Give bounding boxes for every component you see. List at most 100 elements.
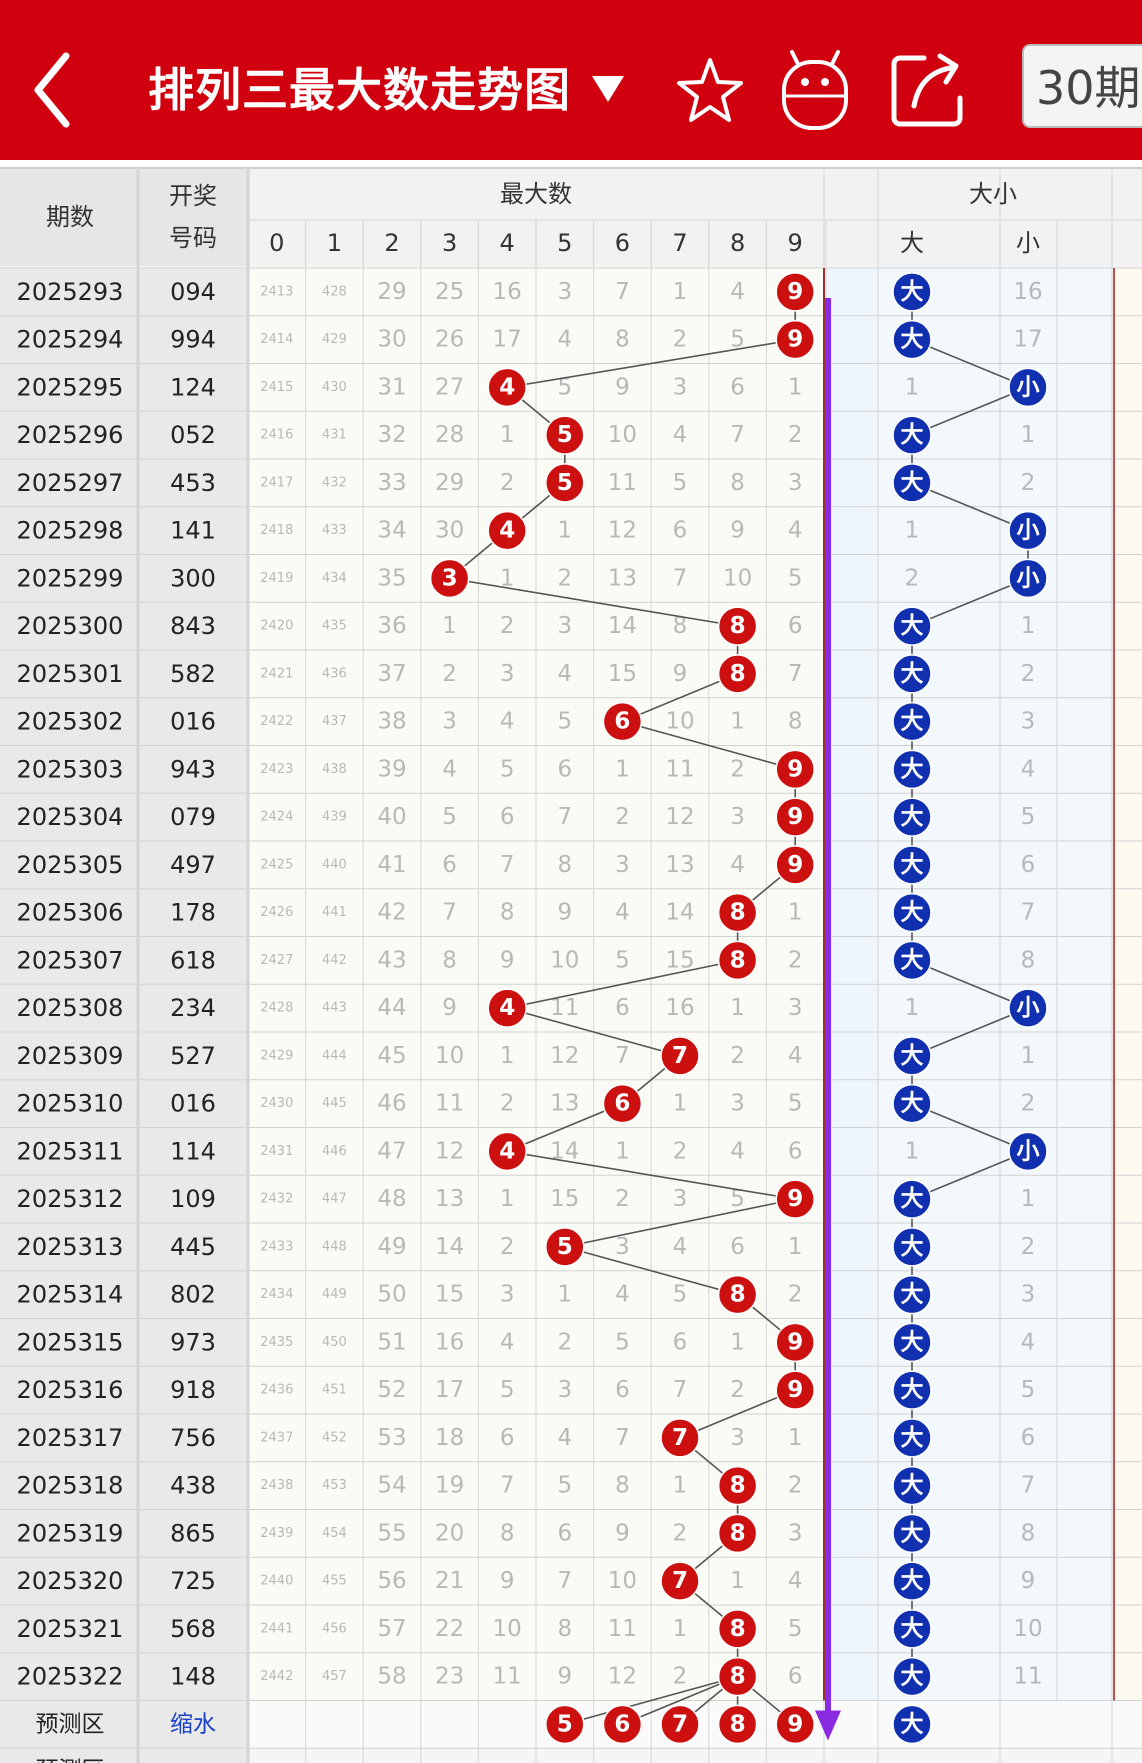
size-big-ball[interactable] [892,272,932,312]
miss-count: 7 [500,1473,515,1499]
max-digit-ball[interactable] [545,1227,585,1267]
size-small-ball[interactable] [1008,988,1048,1028]
miss-count: 2441 [260,1621,293,1636]
max-digit-ball[interactable] [717,654,758,694]
predict-size-ball[interactable] [892,1704,932,1745]
max-digit-ball[interactable] [545,463,585,503]
miss-count: 2437 [260,1430,293,1445]
max-digit-ball[interactable] [717,940,758,981]
size-big-ball[interactable] [892,1083,932,1124]
size-big-ball[interactable] [892,1036,932,1076]
max-digit-ball[interactable] [717,892,758,933]
size-big-ball[interactable] [892,1322,932,1363]
miss-count: 3 [557,279,572,305]
size-big-ball[interactable] [892,1370,932,1410]
period-selector-button[interactable]: 30期 [1022,44,1142,128]
size-big-label: 大 [901,1091,924,1117]
max-digit-ball[interactable] [717,1513,758,1554]
star-outline-icon[interactable] [675,56,745,126]
miss-count: 1 [500,1186,515,1212]
max-digit-ball[interactable] [717,606,758,646]
miss-count: 12 [435,1138,464,1164]
size-big-ball[interactable] [892,940,932,981]
miss-count: 12 [608,1664,637,1690]
size-small-ball[interactable] [1008,1131,1048,1172]
max-digit-ball[interactable] [775,1322,815,1363]
predict-digit-ball[interactable] [775,1704,815,1745]
max-digit-label: 9 [787,852,803,878]
max-digit-ball[interactable] [429,558,470,599]
size-big-ball[interactable] [892,1418,932,1458]
max-digit-ball[interactable] [775,749,815,790]
miss-count: 19 [435,1473,464,1499]
size-big-ball[interactable] [892,1465,932,1506]
miss-count: 2 [673,1664,688,1690]
max-digit-label: 8 [730,947,746,973]
miss-count: 449 [322,1287,347,1302]
max-digit-ball[interactable] [487,1131,527,1172]
miss-count: 6 [557,1520,572,1546]
max-digit-ball[interactable] [487,988,527,1028]
max-digit-ball[interactable] [660,1418,700,1458]
size-big-ball[interactable] [892,1609,932,1649]
size-big-ball[interactable] [892,797,932,837]
size-small-ball[interactable] [1008,558,1048,599]
max-digit-ball[interactable] [775,1370,815,1410]
size-big-ball[interactable] [892,1179,932,1219]
max-digit-ball[interactable] [602,1083,643,1124]
miss-count: 7 [673,1377,688,1403]
size-big-ball[interactable] [892,606,932,646]
miss-count: 11 [665,756,694,782]
max-digit-ball[interactable] [717,1465,758,1506]
page-title[interactable]: 排列三最大数走势图 [148,63,571,117]
size-small-ball[interactable] [1008,510,1048,551]
max-digit-ball[interactable] [487,367,527,408]
size-big-ball[interactable] [892,845,932,885]
miss-count: 29 [377,279,406,305]
size-big-ball[interactable] [892,701,932,742]
miss-count: 2429 [260,1048,293,1063]
max-digit-ball[interactable] [775,797,815,837]
predict-digit-ball[interactable] [602,1704,643,1745]
size-big-ball[interactable] [892,463,932,503]
size-small-ball[interactable] [1008,367,1048,408]
size-big-ball[interactable] [892,319,932,360]
max-digit-ball[interactable] [660,1036,700,1076]
size-big-ball[interactable] [892,1274,932,1315]
max-digit-ball[interactable] [717,1609,758,1649]
miss-count: 51 [377,1329,406,1355]
max-digit-ball[interactable] [775,1179,815,1219]
size-big-ball[interactable] [892,1561,932,1601]
miss-count: 6 [673,518,688,544]
max-digit-ball[interactable] [487,510,527,551]
miss-count: 428 [322,284,347,299]
draw-number: 445 [170,1233,216,1261]
predict-digit-ball[interactable] [660,1704,700,1745]
max-digit-ball[interactable] [602,701,643,742]
size-big-ball[interactable] [892,1656,932,1697]
miss-count: 34 [377,518,406,544]
max-digit-ball[interactable] [660,1561,700,1601]
miss-count: 4 [500,1329,515,1355]
max-digit-ball[interactable] [717,1656,758,1697]
max-digit-ball[interactable] [775,272,815,312]
max-digit-ball[interactable] [775,319,815,360]
size-big-ball[interactable] [892,892,932,933]
miss-count: 1 [1021,613,1036,639]
share-icon[interactable] [890,50,966,128]
robot-icon[interactable] [780,48,850,132]
size-big-ball[interactable] [892,654,932,694]
max-digit-ball[interactable] [545,415,585,455]
chevron-left-icon[interactable] [28,50,78,130]
size-big-ball[interactable] [892,415,932,455]
miss-count: 4 [615,900,630,926]
size-big-ball[interactable] [892,749,932,790]
predict-digit-ball[interactable] [717,1704,758,1745]
miss-count: 30 [435,518,464,544]
max-digit-ball[interactable] [775,845,815,885]
triangle-down-icon[interactable] [590,70,626,106]
max-digit-ball[interactable] [717,1274,758,1315]
predict-digit-ball[interactable] [545,1704,585,1745]
size-big-ball[interactable] [892,1227,932,1267]
size-big-ball[interactable] [892,1513,932,1554]
